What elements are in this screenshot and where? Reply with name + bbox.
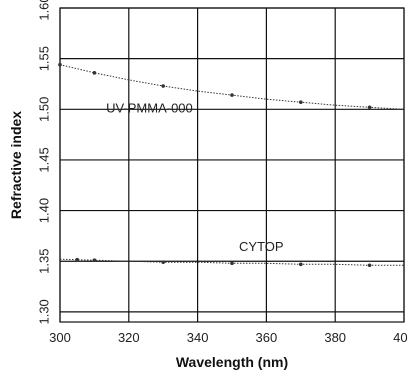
y-axis-title: Refractive index	[8, 111, 24, 219]
x-tick-label: 320	[118, 330, 140, 345]
x-tick-labels: 300 320 340 360 380 400	[49, 330, 408, 345]
x-tick-label: 340	[187, 330, 209, 345]
data-point	[92, 71, 97, 75]
y-tick-label: 1.55	[37, 46, 52, 71]
y-tick-label: 1.50	[37, 97, 52, 122]
y-tick-label: 1.40	[37, 198, 52, 223]
x-tick-label: 360	[256, 330, 278, 345]
y-tick-label: 1.30	[37, 299, 52, 324]
data-point	[230, 93, 234, 97]
x-axis-title: Wavelength (nm)	[176, 354, 288, 370]
series-label: UV-PMMA-000	[106, 100, 193, 115]
series-1: CYTOP	[59, 239, 404, 268]
x-tick-label: 380	[324, 330, 346, 345]
data-point	[161, 84, 165, 88]
series-group: UV-PMMA-000 CYTOP	[58, 62, 405, 268]
series-0: UV-PMMA-000	[58, 62, 405, 115]
x-tick-label: 300	[49, 330, 71, 345]
series-label: CYTOP	[239, 239, 284, 254]
data-point	[299, 262, 303, 267]
data-point	[58, 62, 62, 67]
x-tick-label: 400	[393, 330, 408, 345]
data-point	[92, 258, 97, 263]
y-tick-labels: 1.30 1.35 1.40 1.45 1.50 1.55 1.60	[37, 0, 52, 325]
data-point	[230, 261, 234, 266]
data-point	[75, 257, 79, 262]
data-point	[161, 260, 165, 265]
y-tick-label: 1.35	[37, 249, 52, 274]
data-point	[299, 100, 303, 104]
data-point	[367, 105, 372, 110]
data-point	[367, 263, 372, 268]
y-tick-label: 1.60	[37, 0, 52, 21]
y-tick-label: 1.45	[37, 147, 52, 172]
plot-frame	[59, 7, 405, 323]
grid-lines	[59, 7, 405, 322]
